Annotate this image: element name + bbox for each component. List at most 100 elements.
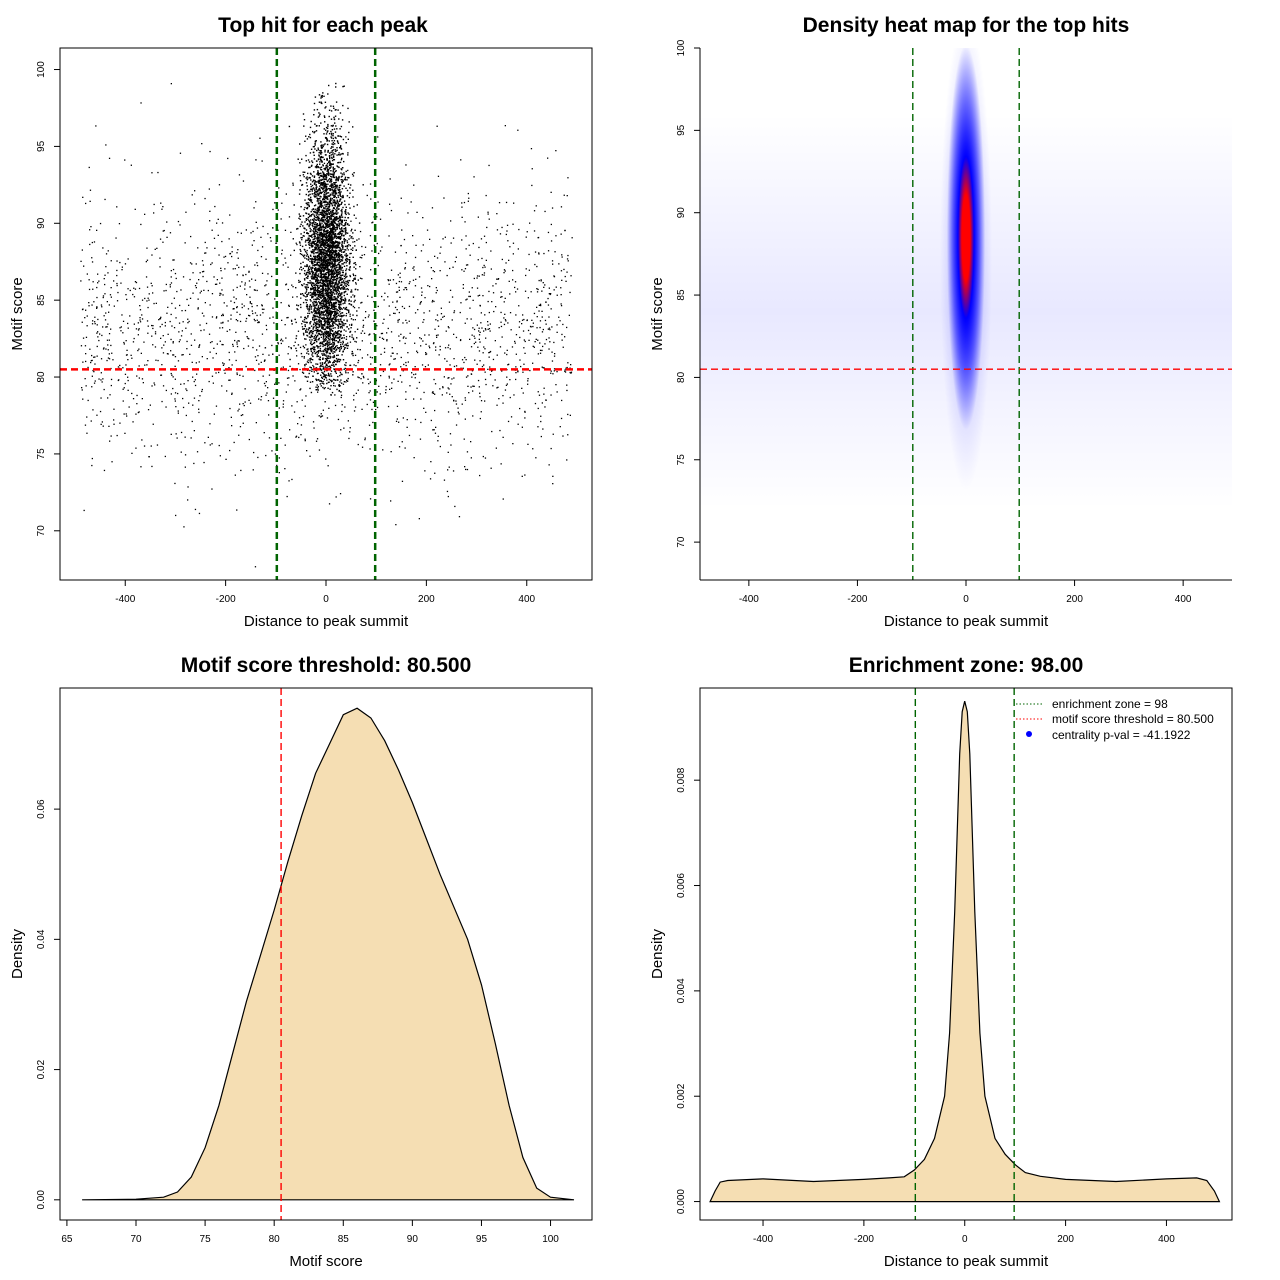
data-point [84,378,86,380]
data-point [345,268,348,270]
data-point [471,370,474,372]
data-point [325,354,327,356]
data-point [260,236,262,238]
data-point [306,185,308,187]
data-point [317,147,319,149]
data-point [329,261,331,263]
data-point [163,229,165,232]
data-point [300,206,302,208]
data-point [350,248,352,251]
data-point [328,209,330,212]
data-point [301,326,304,328]
data-point [377,201,379,203]
data-point [336,140,339,142]
data-point [214,205,216,208]
data-point [305,331,307,333]
data-point [321,261,323,263]
data-point [560,417,563,420]
data-point [321,270,323,272]
data-point [321,204,323,207]
data-point [401,229,403,231]
data-point [86,416,88,418]
data-point [305,305,308,307]
data-point [356,204,358,206]
data-point [371,250,373,252]
data-point [339,147,341,149]
data-point [489,374,492,376]
data-point [344,406,346,408]
data-point [538,304,540,306]
data-point [437,175,440,177]
data-point [231,425,233,427]
data-point [376,391,378,393]
data-point [324,212,326,214]
data-point [324,174,326,176]
data-point [154,346,157,348]
data-point [230,314,232,316]
data-point [409,385,411,387]
data-point [194,190,196,192]
data-point [396,353,398,355]
data-point [184,466,186,468]
data-point [386,332,388,334]
data-point [318,205,321,207]
data-point [151,172,153,174]
data-point [327,123,329,126]
data-point [124,382,126,385]
data-point [215,352,217,355]
data-point [131,392,133,395]
data-point [270,240,272,242]
data-point [363,254,366,256]
data-point [291,478,293,481]
data-point [555,286,557,288]
data-point [254,289,256,291]
data-point [172,387,174,390]
data-point [348,203,350,206]
data-point [113,408,115,410]
data-point [327,312,329,315]
data-point [166,312,168,314]
data-point [378,385,380,387]
data-point [306,348,308,351]
data-point [550,240,553,242]
data-point [459,339,462,342]
data-point [324,175,326,178]
data-point [325,255,327,257]
data-point [320,316,322,319]
data-point [314,141,317,143]
data-point [131,452,133,454]
data-point [370,342,372,344]
data-point [310,281,312,283]
data-point [320,229,323,231]
data-point [99,410,102,413]
data-point [187,318,189,320]
data-point [326,341,329,343]
data-point [548,327,551,329]
data-point [315,367,318,369]
data-point [429,478,432,480]
data-point [209,304,211,306]
data-point [305,202,307,204]
data-point [87,366,89,369]
data-point [435,287,437,289]
data-point [457,411,459,413]
data-point [322,185,324,187]
data-point [342,269,344,272]
data-point [332,291,335,294]
data-point [317,203,320,205]
data-point [124,373,127,375]
data-point [413,266,415,268]
data-point [192,292,194,294]
data-point [361,257,363,259]
data-point [336,310,338,312]
data-point [333,194,336,197]
data-point [322,365,324,367]
data-point [291,320,293,322]
data-point [225,458,227,460]
data-point [332,141,335,144]
data-point [449,348,451,350]
data-point [331,213,333,216]
data-point [345,276,347,279]
data-point [405,391,407,393]
data-point [540,420,542,423]
